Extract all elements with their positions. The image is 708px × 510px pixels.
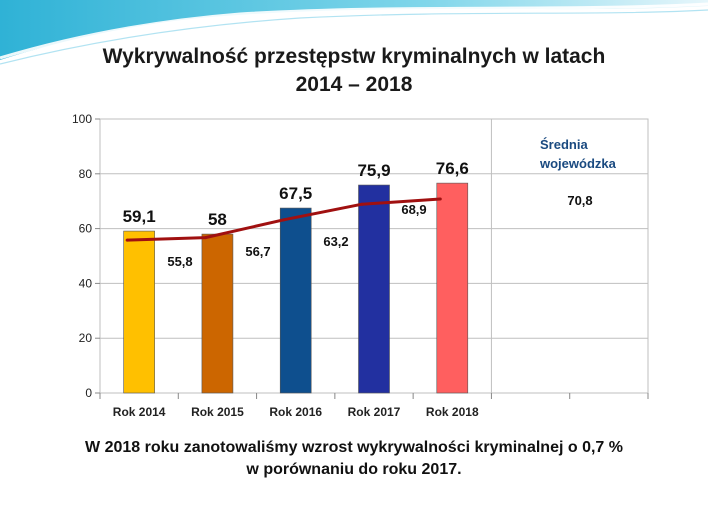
y-tick-label: 20: [79, 331, 93, 345]
x-tick-label: Rok 2017: [348, 405, 401, 419]
y-tick-label: 80: [79, 167, 93, 181]
bar: [201, 233, 234, 394]
bar-value-label: 59,1: [123, 207, 156, 226]
bar: [279, 207, 312, 394]
header-wave-line: [0, 9, 708, 65]
x-tick-label: Rok 2015: [191, 405, 244, 419]
x-tick-label: Rok 2016: [269, 405, 322, 419]
footer-text-line2: w porównaniu do roku 2017.: [246, 461, 462, 478]
bar-value-label: 67,5: [279, 184, 312, 203]
bar-value-label: 76,6: [436, 159, 469, 178]
y-tick-label: 60: [79, 222, 93, 236]
line-value-label: 55,8: [167, 254, 192, 269]
legend-label-line2: wojewódzka: [539, 156, 617, 171]
bar-value-label: 58: [208, 210, 227, 229]
line-point: [125, 238, 129, 242]
line-point: [438, 197, 442, 201]
line-point: [282, 218, 286, 222]
x-tick-label: Rok 2018: [426, 405, 479, 419]
header-wave: [0, 0, 708, 60]
bar: [358, 184, 390, 394]
y-tick-label: 100: [72, 112, 92, 126]
legend-label-line1: Średnia: [540, 137, 588, 152]
bar-value-label: 75,9: [357, 161, 390, 180]
y-tick-label: 0: [85, 386, 92, 400]
bar: [123, 230, 155, 394]
x-tick-label: Rok 2014: [113, 405, 166, 419]
line-value-label: 63,2: [323, 234, 348, 249]
line-value-label: 70,8: [567, 193, 592, 208]
y-tick-label: 40: [79, 276, 93, 290]
line-value-label: 68,9: [401, 202, 426, 217]
header-wave-highlight: [0, 2, 708, 60]
line-value-label: 56,7: [245, 244, 270, 259]
chart-title-line2: 2014 – 2018: [295, 73, 413, 96]
line-point: [360, 202, 364, 206]
chart-title-line1: Wykrywalność przestępstw kryminalnych w …: [102, 45, 606, 68]
footer-text-line1: W 2018 roku zanotowaliśmy wzrost wykrywa…: [85, 439, 623, 456]
line-point: [203, 236, 207, 240]
bar: [436, 182, 469, 394]
